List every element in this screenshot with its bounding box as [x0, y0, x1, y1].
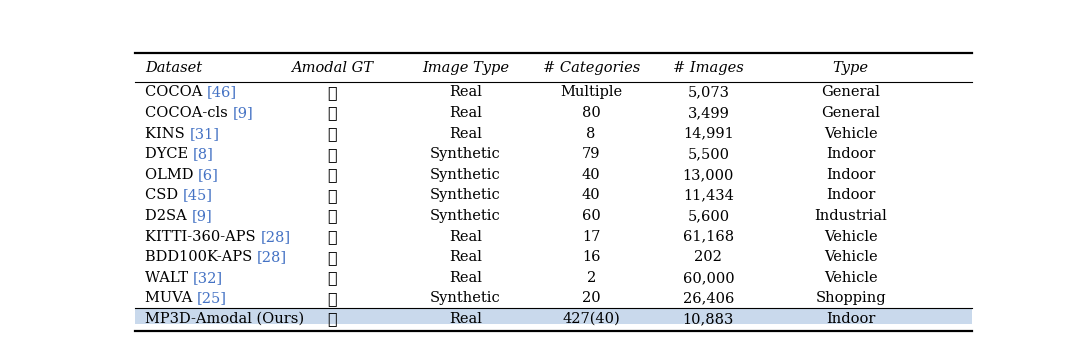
Text: Indoor: Indoor: [826, 168, 875, 182]
Text: Synthetic: Synthetic: [430, 189, 501, 202]
Text: 79: 79: [582, 147, 600, 161]
Text: 40: 40: [582, 168, 600, 182]
Text: Multiple: Multiple: [561, 86, 622, 99]
Text: [28]: [28]: [257, 250, 287, 264]
Text: KITTI-360-APS: KITTI-360-APS: [145, 230, 260, 244]
Text: 20: 20: [582, 292, 600, 305]
Text: 5,500: 5,500: [687, 147, 729, 161]
Text: 8: 8: [586, 127, 596, 141]
Text: Real: Real: [449, 250, 482, 264]
Text: Real: Real: [449, 271, 482, 285]
Text: Real: Real: [449, 312, 482, 326]
Text: [45]: [45]: [183, 189, 213, 202]
Text: Indoor: Indoor: [826, 189, 875, 202]
Text: Synthetic: Synthetic: [430, 147, 501, 161]
Text: 427(40): 427(40): [563, 312, 620, 326]
Text: Vehicle: Vehicle: [824, 271, 877, 285]
Text: [32]: [32]: [193, 271, 222, 285]
Text: [25]: [25]: [197, 292, 227, 305]
Text: General: General: [821, 86, 880, 99]
Text: Image Type: Image Type: [422, 61, 509, 75]
Text: DYCE: DYCE: [145, 147, 193, 161]
Text: Dataset: Dataset: [145, 61, 202, 75]
Text: 60,000: 60,000: [683, 271, 734, 285]
Text: [9]: [9]: [191, 209, 212, 223]
Text: 5,600: 5,600: [687, 209, 729, 223]
Text: 5,073: 5,073: [687, 86, 729, 99]
Text: ✗: ✗: [327, 104, 337, 122]
Text: ✓: ✓: [327, 146, 337, 163]
Bar: [135, 308, 972, 331]
Text: ✓: ✓: [327, 187, 337, 204]
Text: MUVA: MUVA: [145, 292, 197, 305]
Text: 13,000: 13,000: [683, 168, 734, 182]
Text: [28]: [28]: [260, 230, 291, 244]
Text: ✓: ✓: [327, 290, 337, 307]
Text: 26,406: 26,406: [683, 292, 734, 305]
Text: [31]: [31]: [189, 127, 219, 141]
Text: 202: 202: [694, 250, 723, 264]
Text: Real: Real: [449, 230, 482, 244]
Text: 16: 16: [582, 250, 600, 264]
Text: COCOA-cls: COCOA-cls: [145, 106, 232, 120]
Text: ✓: ✓: [327, 269, 337, 286]
Text: CSD: CSD: [145, 189, 183, 202]
Text: ✗: ✗: [327, 84, 337, 101]
Text: Synthetic: Synthetic: [430, 168, 501, 182]
Text: COCOA: COCOA: [145, 86, 207, 99]
Text: General: General: [821, 106, 880, 120]
Text: 17: 17: [582, 230, 600, 244]
Text: ✗: ✗: [327, 125, 337, 142]
Text: OLMD: OLMD: [145, 168, 198, 182]
Text: ✓: ✓: [327, 166, 337, 183]
Text: Real: Real: [449, 86, 482, 99]
Text: ✗: ✗: [327, 249, 337, 266]
Text: D2SA: D2SA: [145, 209, 191, 223]
Text: Indoor: Indoor: [826, 147, 875, 161]
Text: [9]: [9]: [232, 106, 253, 120]
Text: 80: 80: [582, 106, 600, 120]
Text: 2: 2: [586, 271, 596, 285]
Text: Shopping: Shopping: [815, 292, 886, 305]
Text: Industrial: Industrial: [814, 209, 887, 223]
Text: KINS: KINS: [145, 127, 189, 141]
Text: ✗: ✗: [327, 228, 337, 245]
Text: WALT: WALT: [145, 271, 193, 285]
Text: Real: Real: [449, 127, 482, 141]
Text: [6]: [6]: [198, 168, 219, 182]
Text: 40: 40: [582, 189, 600, 202]
Text: [8]: [8]: [193, 147, 214, 161]
Text: Vehicle: Vehicle: [824, 230, 877, 244]
Text: Amodal GT: Amodal GT: [291, 61, 373, 75]
Text: ✓: ✓: [327, 310, 337, 328]
Text: 61,168: 61,168: [683, 230, 734, 244]
Text: 11,434: 11,434: [683, 189, 733, 202]
Text: 14,991: 14,991: [683, 127, 733, 141]
Text: Indoor: Indoor: [826, 312, 875, 326]
Text: Synthetic: Synthetic: [430, 292, 501, 305]
Text: Synthetic: Synthetic: [430, 209, 501, 223]
Text: [46]: [46]: [207, 86, 238, 99]
Text: Type: Type: [833, 61, 868, 75]
Text: Vehicle: Vehicle: [824, 250, 877, 264]
Text: BDD100K-APS: BDD100K-APS: [145, 250, 257, 264]
Text: Vehicle: Vehicle: [824, 127, 877, 141]
Text: Real: Real: [449, 106, 482, 120]
Text: 10,883: 10,883: [683, 312, 734, 326]
Text: 3,499: 3,499: [687, 106, 729, 120]
Text: # Categories: # Categories: [542, 61, 639, 75]
Text: MP3D-Amodal (Ours): MP3D-Amodal (Ours): [145, 312, 305, 326]
Text: ✓: ✓: [327, 207, 337, 225]
Text: # Images: # Images: [673, 61, 744, 75]
Text: 60: 60: [582, 209, 600, 223]
